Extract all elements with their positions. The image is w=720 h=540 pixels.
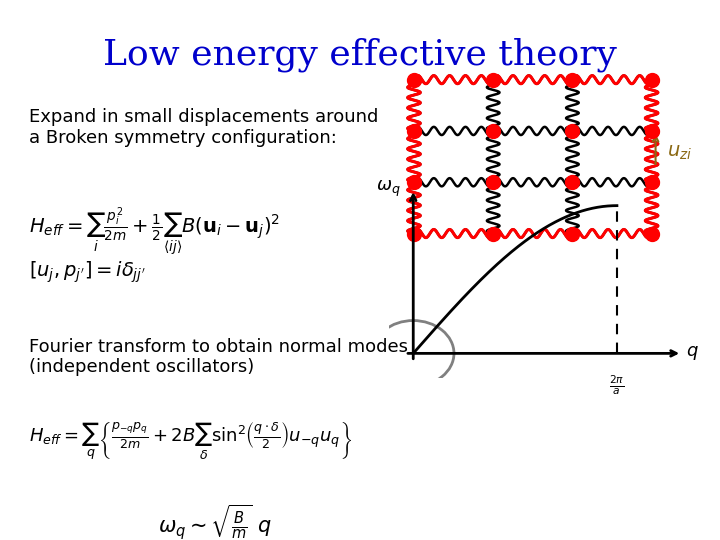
Text: $\omega_q \sim \sqrt{\frac{B}{m}} \ q$: $\omega_q \sim \sqrt{\frac{B}{m}} \ q$: [158, 502, 273, 540]
Text: $H_{eff} = \sum_q \left\{ \frac{p_{-q}p_q}{2m} + 2B \sum_\delta \sin^2\!\left(\f: $H_{eff} = \sum_q \left\{ \frac{p_{-q}p_…: [29, 421, 352, 463]
Text: $\frac{2\pi}{a}$: $\frac{2\pi}{a}$: [609, 374, 624, 397]
Text: $H_{eff} = \sum_i \frac{p_i^2}{2m} + \frac{1}{2} \sum_{\langle ij \rangle} B(\ma: $H_{eff} = \sum_i \frac{p_i^2}{2m} + \fr…: [29, 205, 280, 258]
Text: $q$: $q$: [686, 345, 699, 362]
Text: Expand in small displacements around
a Broken symmetry configuration:: Expand in small displacements around a B…: [29, 108, 378, 147]
Text: $\omega_q$: $\omega_q$: [377, 179, 401, 199]
Text: Fourier transform to obtain normal modes
(independent oscillators): Fourier transform to obtain normal modes…: [29, 338, 408, 376]
Text: $[u_j, p_{j'}] = i\delta_{jj'}$: $[u_j, p_{j'}] = i\delta_{jj'}$: [29, 259, 146, 285]
Text: $u_{zi}$: $u_{zi}$: [667, 143, 693, 162]
Text: Low energy effective theory: Low energy effective theory: [103, 38, 617, 72]
